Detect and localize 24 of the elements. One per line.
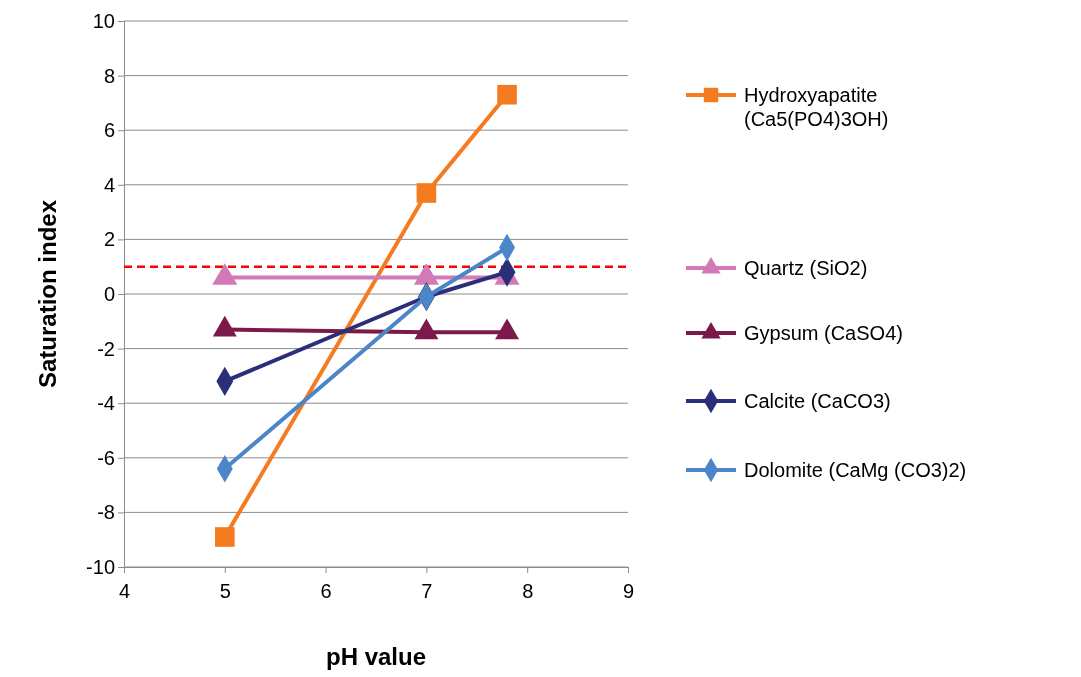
y-tick-label: -10 xyxy=(86,555,115,578)
legend-label: Quartz (SiO2) xyxy=(744,257,868,279)
y-tick-label: 8 xyxy=(103,64,115,87)
x-tick-label: 8 xyxy=(522,580,534,602)
y-tick-label: 4 xyxy=(103,173,115,196)
x-axis-title: pH value xyxy=(325,643,427,670)
legend-label: Hydroxyapatite (Ca5(PO4)3OH) xyxy=(744,84,889,130)
y-tick-label: 2 xyxy=(103,228,115,251)
x-tick-label: 4 xyxy=(118,580,131,602)
y-axis-title: Saturation index xyxy=(34,199,61,389)
y-tick-label: -2 xyxy=(97,337,115,360)
y-tick-label: -8 xyxy=(97,501,115,524)
legend-label: Dolomite (CaMg (CO3)2) xyxy=(744,459,967,481)
y-tick-label: -6 xyxy=(97,446,115,469)
y-tick-label: 0 xyxy=(103,282,115,305)
x-tick-label: 9 xyxy=(622,580,635,602)
legend-label: Calcite (CaCO3) xyxy=(744,390,891,412)
y-tick-label: 6 xyxy=(103,119,115,142)
x-tick-label: 6 xyxy=(320,580,332,602)
y-tick-label: -4 xyxy=(97,392,115,415)
x-tick-label: 7 xyxy=(421,580,433,602)
y-tick-label: 10 xyxy=(92,9,115,32)
legend-label: Gypsum (CaSO4) xyxy=(744,322,903,344)
x-tick-label: 5 xyxy=(219,580,231,602)
